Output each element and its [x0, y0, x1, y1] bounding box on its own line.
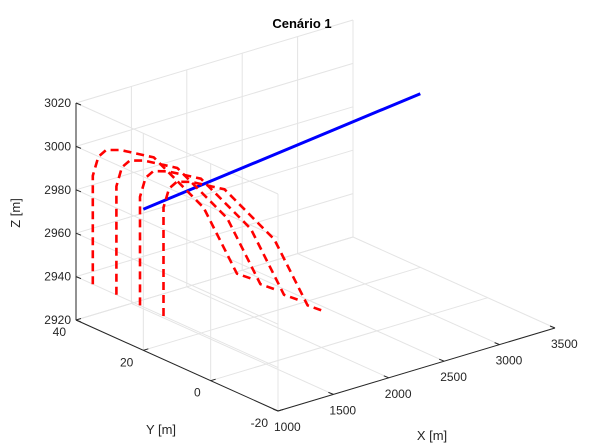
y-tick-mark: [75, 318, 82, 321]
x-tick-label: 3500: [551, 337, 578, 351]
grid-line: [297, 253, 500, 346]
series-layer: [91, 92, 421, 316]
chart-title: Cenário 1: [272, 16, 331, 31]
y-tick-label: 40: [53, 325, 67, 339]
grid-line: [75, 193, 354, 278]
y-tick-mark: [277, 409, 284, 412]
grid-line: [241, 269, 445, 362]
grid-line: [186, 286, 390, 379]
grid-line: [75, 236, 354, 321]
z-tick-label: 2960: [44, 226, 71, 240]
x-tick-label: 2000: [385, 387, 412, 401]
dashed-trajectory-line-3: [138, 169, 302, 306]
x-tick-label: 3000: [496, 354, 523, 368]
grid-line: [75, 106, 354, 191]
y-tick-mark: [210, 378, 216, 382]
x-tick-mark: [494, 342, 500, 346]
y-tick-label: -20: [251, 416, 269, 430]
grid-line: [75, 232, 279, 325]
x-tick-mark: [272, 408, 279, 412]
axis-layer: [75, 103, 556, 412]
z-tick-label: 3000: [44, 139, 71, 153]
y-axis-label: Y [m]: [146, 422, 176, 437]
grid-line: [75, 19, 354, 104]
grid-line: [143, 266, 421, 351]
dashed-trajectory-line-2: [115, 159, 278, 295]
y-tick-label: 20: [120, 355, 134, 369]
z-tick-mark: [75, 145, 82, 149]
z-axis-label: Z [m]: [8, 198, 23, 228]
dashed-trajectory-line-1: [91, 148, 254, 285]
z-tick-label: 2940: [44, 270, 71, 284]
x-axis-line: [277, 327, 556, 412]
y-axis-line: [75, 319, 279, 412]
x-tick-mark: [328, 391, 334, 395]
grid-line: [75, 102, 279, 195]
z-tick-mark: [75, 189, 82, 193]
x-tick-label: 1500: [329, 403, 356, 417]
grid-line: [131, 302, 334, 395]
z-tick-mark: [75, 102, 82, 106]
grid-line: [75, 189, 279, 282]
y-tick-mark: [143, 348, 149, 351]
z-tick-label: 2920: [44, 313, 71, 327]
solid-trajectory-line: [142, 92, 421, 211]
z-tick-label: 2980: [44, 183, 71, 197]
z-tick-mark: [75, 276, 82, 280]
z-tick-mark: [75, 319, 82, 323]
x-tick-label: 2500: [440, 370, 467, 384]
grid-line: [210, 297, 488, 382]
grid-line: [75, 276, 279, 369]
x-tick-mark: [549, 325, 556, 329]
z-tick-label: 3020: [44, 96, 71, 110]
grid-line: [352, 236, 556, 329]
grid-line: [75, 62, 354, 147]
x-tick-mark: [383, 375, 389, 379]
grid-line: [75, 149, 354, 234]
x-tick-mark: [439, 358, 445, 362]
z-tick-mark: [75, 232, 82, 236]
x-axis-label: X [m]: [417, 428, 447, 443]
y-tick-label: 0: [194, 386, 201, 400]
dashed-trajectory-line-4: [162, 180, 325, 316]
x-tick-label: 1000: [274, 420, 301, 434]
